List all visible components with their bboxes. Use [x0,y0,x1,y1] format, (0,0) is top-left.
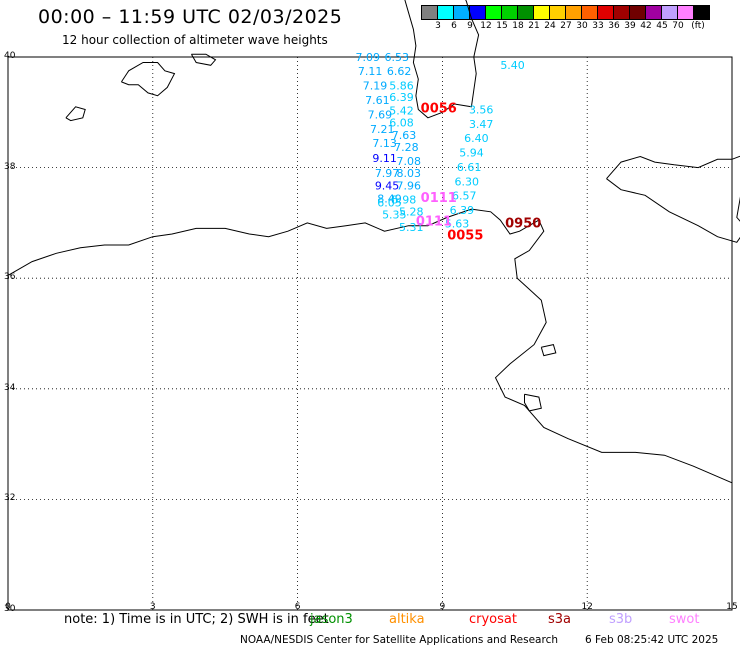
wave-height-label: 6.08 [389,117,414,130]
satellite-legend-item: jason3 [310,612,353,627]
wave-height-label: 5.98 [392,194,417,207]
longitude-label: 6 [294,602,301,612]
color-scale-label: 9 [467,21,473,31]
wave-height-label: 9.11 [372,152,397,165]
latitude-label: 32 [4,493,16,504]
color-scale-label: 45 [656,21,668,31]
latitude-label: 40 [4,51,16,61]
wave-height-label: 6.39 [450,204,475,217]
longitude-label: 12 [581,602,593,612]
coastline [120,62,176,97]
coastline [65,106,86,122]
color-scale-label: 27 [560,21,572,31]
wave-height-labels: 7.09 6.537.11 6.627.19 5.867.61 6.397.695.42… [356,51,542,244]
satellite-legend-item: s3a [548,612,572,627]
chart-subtitle: 12 hour collection of altimeter wave hei… [62,33,328,47]
wave-height-label: 6.62 [387,65,412,78]
satellite-legend-item: cryosat [469,612,517,627]
wave-height-label: 6.53 [384,51,409,64]
footer-timestamp: 6 Feb 08:25:42 UTC 2025 [585,634,719,646]
wave-height-label: 5.28 [399,206,424,219]
pass-time-label: 0055 [447,228,483,243]
longitude-label: 0 [5,602,11,612]
coastline [404,0,480,119]
color-scale-label: 33 [592,21,604,31]
color-scale-label: 6 [451,21,457,31]
satellite-legend-item: swot [669,612,700,627]
wave-height-label: 3.56 [469,103,494,116]
latitude-label: 30 [4,604,16,614]
chart-title: 00:00 – 11:59 UTC 02/03/2025 [38,6,343,28]
graticule [7,56,733,611]
wave-height-label: 7.19 [363,80,388,93]
color-scale-label: 24 [544,21,556,31]
wave-height-label: 7.09 [356,51,381,64]
wave-height-label: 7.97 [375,167,400,180]
coastline [606,155,740,243]
wave-height-label: 6.39 [389,91,414,104]
color-scale-label: 12 [480,21,492,31]
color-scale-label: 39 [624,21,636,31]
color-scale-label: 3 [435,21,441,31]
wave-height-label: 7.61 [365,94,390,107]
wave-height-label: 7.96 [397,180,422,193]
longitude-label: 3 [149,602,156,612]
color-scale-bar [421,5,710,20]
coastlines [7,0,740,484]
wave-height-label: 5.35 [382,208,407,221]
map-frame [7,56,733,611]
pass-time-label: 0950 [505,216,541,231]
coastline [7,208,733,484]
wave-height-label: 5.94 [459,147,484,160]
latitude-label: 38 [4,161,16,172]
coastline [524,393,542,412]
wave-height-label: 8.03 [397,167,422,180]
color-scale-label: 36 [608,21,620,31]
wave-height-label: 7.28 [394,141,419,154]
wave-height-label: 7.11 [358,65,383,78]
color-scale-label: 30 [576,21,588,31]
color-swatch [693,5,710,20]
longitude-label: 15 [726,602,738,612]
wave-height-label: 9.45 [375,180,400,193]
wave-height-label: 3.47 [469,118,494,131]
wave-height-label: 5.86 [389,80,414,93]
wave-height-label: 5.63 [445,217,470,230]
footer-credit: NOAA/NESDIS Center for Satellite Applica… [240,634,558,646]
color-scale-label: 21 [528,21,540,31]
wave-height-label: 6.30 [454,175,479,188]
latitude-label: 36 [4,272,16,283]
color-scale-label: 15 [496,21,508,31]
wave-height-label: 6.57 [452,190,477,203]
longitude-label: 9 [439,602,446,612]
wave-height-label: 7.63 [392,129,417,142]
wave-height-label: 5.31 [399,221,424,234]
coastline [540,344,557,357]
wave-height-label: 6.05 [377,196,402,209]
coastline [190,53,217,66]
color-scale-label: 42 [640,21,652,31]
satellite-legend-item: s3b [609,612,633,627]
wave-height-label: 7.13 [372,137,397,150]
wave-height-label: 8.49 [377,192,402,205]
wave-height-label: 5.42 [389,105,414,118]
pass-time-label: 0111 [421,191,457,206]
wave-height-label: 7.69 [368,108,393,121]
color-scale-label: 70 [672,21,684,31]
wave-height-label: 7.21 [370,123,395,136]
wave-height-label: 7.08 [397,155,422,168]
wave-height-label: 5.40 [500,59,525,72]
pass-time-label: 0056 [421,101,457,116]
color-scale-label: 18 [512,21,524,31]
wave-height-label: 6.40 [464,132,489,145]
pass-time-label: 0111 [416,215,452,230]
wave-height-label: 6.61 [457,161,482,174]
note-text: note: 1) Time is in UTC; 2) SWH is in fe… [64,612,329,627]
satellite-legend-item: altika [389,612,425,627]
color-scale-label: (ft) [691,21,705,31]
latitude-label: 34 [4,382,16,393]
